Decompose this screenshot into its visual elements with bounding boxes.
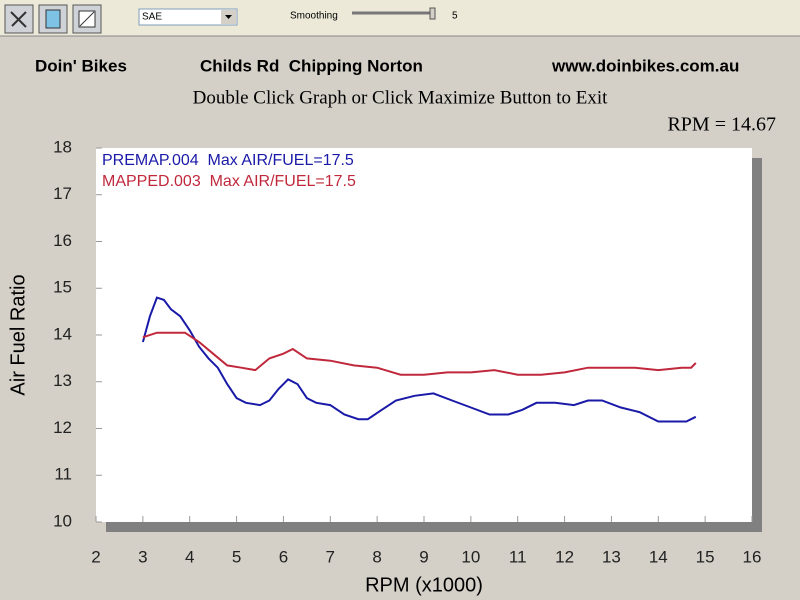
- dropdown[interactable]: SAE: [138, 8, 238, 26]
- toolbar: [0, 0, 800, 36]
- header-left: Doin' Bikes: [35, 56, 127, 75]
- legend-entry: PREMAP.004 Max AIR/FUEL=17.5: [102, 152, 354, 169]
- y-tick-label: 16: [53, 231, 72, 250]
- slider-value: 5: [452, 11, 458, 22]
- y-tick-label: 14: [53, 324, 72, 343]
- y-tick-label: 13: [53, 371, 72, 390]
- x-tick-label: 9: [419, 547, 428, 566]
- x-tick-label: 10: [461, 547, 480, 566]
- x-tick-label: 3: [138, 547, 147, 566]
- y-tick-label: 17: [53, 184, 72, 203]
- x-tick-label: 5: [232, 547, 241, 566]
- y-tick-label: 15: [53, 278, 72, 297]
- tool-button[interactable]: [38, 4, 68, 34]
- x-tick-label: 14: [649, 547, 668, 566]
- plot-area: [96, 148, 752, 522]
- x-axis-title: RPM (x1000): [365, 574, 483, 596]
- x-tick-label: 6: [279, 547, 288, 566]
- tool-button[interactable]: [72, 4, 102, 34]
- x-tick-label: 13: [602, 547, 621, 566]
- y-axis-title: Air Fuel Ratio: [7, 274, 29, 395]
- header-center: Childs Rd Chipping Norton: [200, 56, 423, 75]
- series-line: [141, 296, 697, 423]
- instruction: Double Click Graph or Click Maximize But…: [193, 87, 608, 108]
- x-tick-label: 4: [185, 547, 194, 566]
- x-tick-label: 15: [696, 547, 715, 566]
- x-tick-label: 2: [91, 547, 100, 566]
- x-tick-label: 12: [555, 547, 574, 566]
- series-line: [142, 331, 697, 376]
- rpm-readout: RPM = 14.67: [667, 114, 776, 136]
- dropdown-value: SAE: [142, 12, 162, 23]
- y-tick-label: 11: [54, 465, 72, 484]
- y-tick-label: 18: [53, 137, 72, 156]
- slider-label: Smoothing: [290, 11, 338, 22]
- y-tick-label: 12: [53, 418, 72, 437]
- x-tick-label: 11: [509, 547, 527, 566]
- legend-entry: MAPPED.003 Max AIR/FUEL=17.5: [102, 173, 356, 190]
- tool-button[interactable]: [4, 4, 34, 34]
- x-tick-label: 7: [326, 547, 335, 566]
- header-right: www.doinbikes.com.au: [551, 56, 739, 75]
- y-tick-label: 10: [53, 511, 72, 530]
- x-tick-label: 16: [743, 547, 762, 566]
- slider[interactable]: [352, 7, 436, 20]
- x-tick-label: 8: [372, 547, 381, 566]
